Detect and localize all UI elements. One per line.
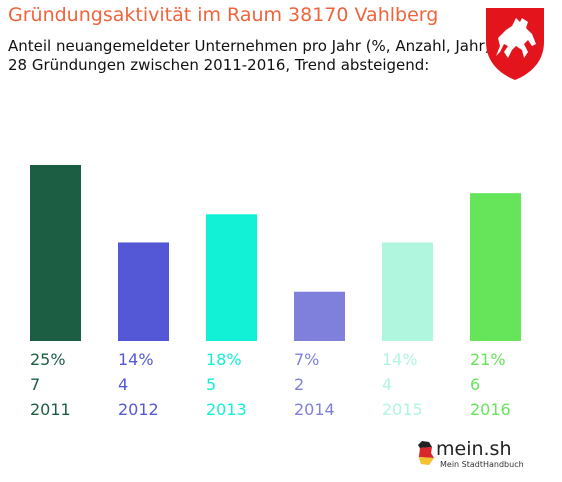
- bar-2014: [294, 291, 345, 341]
- bar-2013: [206, 214, 257, 341]
- year-label-2013: 2013: [206, 400, 247, 419]
- percent-label-2014: 7%: [294, 350, 319, 369]
- mein-sh-logo: mein.sh Mein StadtHandbuch: [410, 430, 540, 478]
- chart-subtitle-line1: Anteil neuangemeldeter Unternehmen pro J…: [8, 37, 491, 55]
- bar-2016: [470, 193, 521, 341]
- logo-text: mein.sh: [436, 438, 512, 460]
- bar-2012: [118, 242, 169, 341]
- logo-subtext: Mein StadtHandbuch: [440, 460, 524, 469]
- count-label-2015: 4: [382, 375, 392, 394]
- year-label-2016: 2016: [470, 400, 511, 419]
- year-label-2011: 2011: [30, 400, 71, 419]
- year-label-2015: 2015: [382, 400, 423, 419]
- count-label-2013: 5: [206, 375, 216, 394]
- count-label-2011: 7: [30, 375, 40, 394]
- count-label-2014: 2: [294, 375, 304, 394]
- percent-label-2015: 14%: [382, 350, 418, 369]
- count-label-2012: 4: [118, 375, 128, 394]
- chart-subtitle-line2: 28 Gründungen zwischen 2011-2016, Trend …: [8, 56, 430, 74]
- year-label-2014: 2014: [294, 400, 335, 419]
- bar-2011: [30, 165, 81, 341]
- percent-label-2016: 21%: [470, 350, 506, 369]
- year-label-2012: 2012: [118, 400, 159, 419]
- bar-2015: [382, 242, 433, 341]
- percent-label-2012: 14%: [118, 350, 154, 369]
- count-label-2016: 6: [470, 375, 480, 394]
- percent-label-2013: 18%: [206, 350, 242, 369]
- germany-map-icon: [418, 441, 434, 465]
- percent-label-2011: 25%: [30, 350, 66, 369]
- chart-title: Gründungsaktivität im Raum 38170 Vahlber…: [8, 4, 439, 26]
- coat-of-arms-icon: [486, 8, 544, 80]
